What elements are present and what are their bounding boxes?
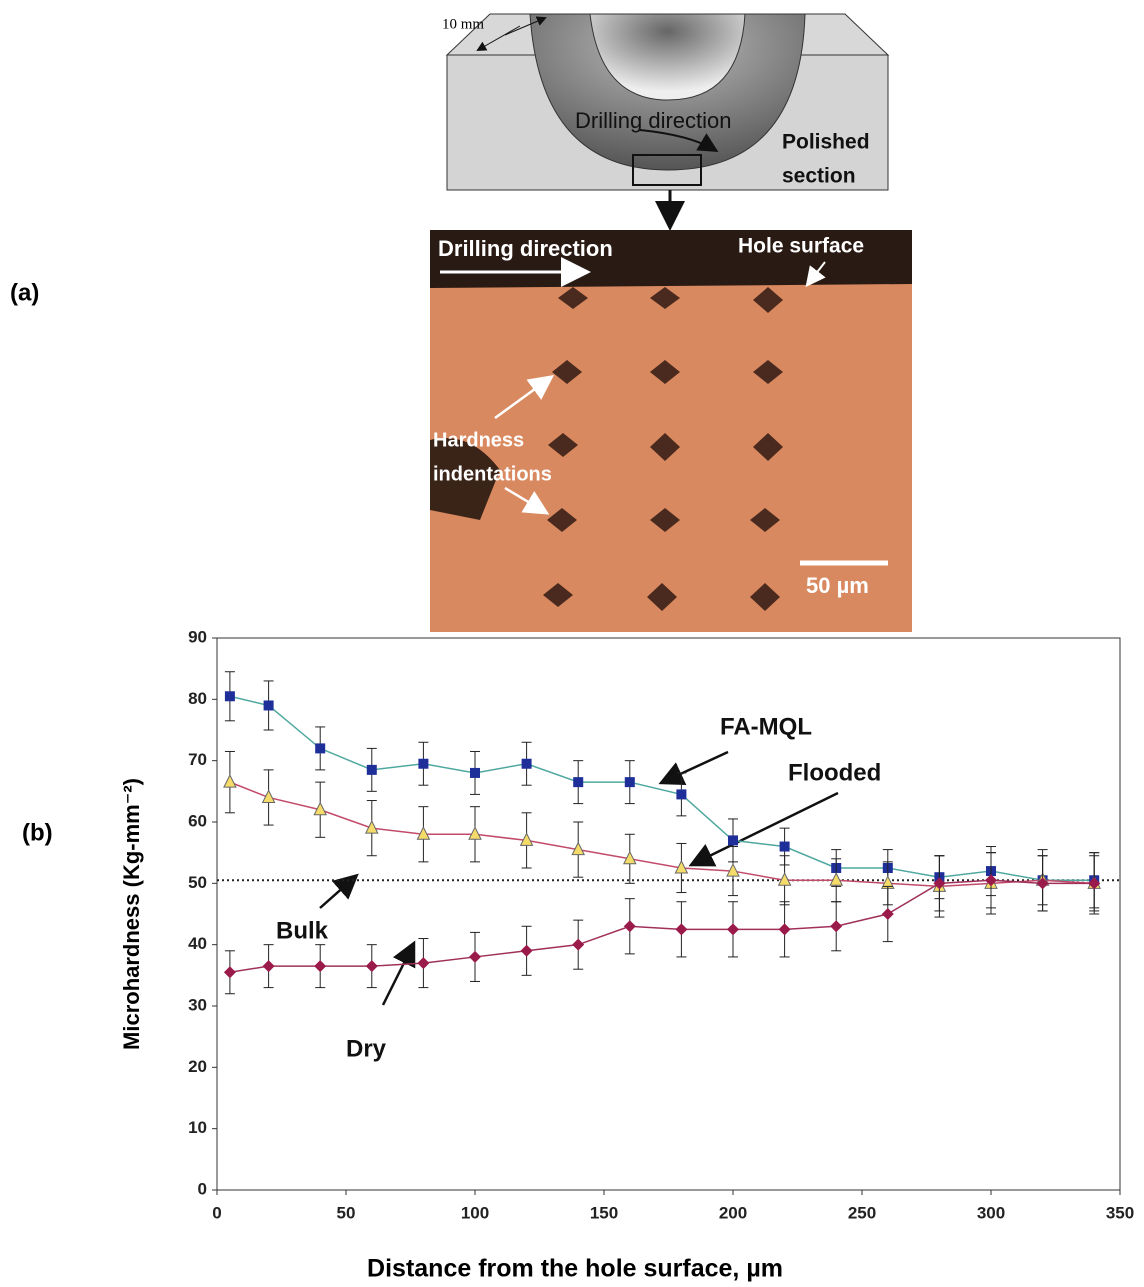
micro-label: Drilling direction bbox=[438, 236, 613, 261]
marker bbox=[313, 801, 328, 816]
plot-frame bbox=[216, 637, 1121, 1191]
y-tick-label: 60 bbox=[188, 811, 207, 830]
x-tick-label: 250 bbox=[848, 1203, 876, 1222]
marker bbox=[676, 789, 687, 800]
series-line bbox=[229, 695, 1095, 882]
marker bbox=[726, 862, 740, 877]
marker bbox=[224, 691, 235, 702]
x-tick-label: 100 bbox=[461, 1203, 489, 1222]
marker bbox=[263, 700, 274, 711]
marker bbox=[366, 764, 377, 775]
marker bbox=[830, 920, 843, 933]
marker bbox=[623, 920, 636, 933]
scale-label: 50 µm bbox=[806, 573, 869, 598]
y-tick-label: 0 bbox=[198, 1179, 207, 1198]
marker bbox=[573, 777, 584, 788]
marker bbox=[933, 877, 946, 890]
marker bbox=[985, 874, 997, 887]
y-tick-label: 70 bbox=[188, 750, 207, 769]
micro-label: Hole surface bbox=[738, 235, 864, 258]
drilling-label: Drilling direction bbox=[575, 108, 732, 133]
marker bbox=[829, 872, 844, 886]
x-tick-label: 200 bbox=[719, 1203, 747, 1222]
panel-label: (b) bbox=[22, 819, 53, 846]
marker bbox=[365, 960, 378, 973]
x-tick-label: 300 bbox=[977, 1203, 1005, 1222]
annotation: FA-MQL bbox=[720, 713, 812, 740]
panel-label: (a) bbox=[10, 279, 39, 306]
dimension-label: 10 mm bbox=[442, 16, 484, 32]
y-axis-label: Microhardness (Kg-mm⁻²) bbox=[119, 778, 144, 1050]
x-tick-label: 150 bbox=[590, 1203, 618, 1222]
marker bbox=[728, 835, 738, 846]
y-tick-label: 80 bbox=[188, 689, 207, 708]
marker bbox=[622, 850, 637, 865]
micro-label: Hardness bbox=[433, 429, 524, 451]
annotation: Flooded bbox=[788, 759, 881, 786]
marker bbox=[223, 966, 236, 979]
marker bbox=[469, 950, 481, 963]
y-tick-label: 20 bbox=[188, 1057, 207, 1076]
marker bbox=[572, 938, 585, 951]
marker bbox=[521, 758, 532, 769]
annotation: Dry bbox=[346, 1035, 387, 1062]
y-tick-label: 50 bbox=[188, 873, 207, 892]
y-tick-label: 10 bbox=[188, 1118, 207, 1137]
marker bbox=[520, 944, 533, 957]
y-tick-label: 40 bbox=[188, 934, 207, 953]
marker bbox=[223, 774, 237, 788]
marker bbox=[727, 923, 739, 936]
marker bbox=[519, 832, 534, 846]
micro-label: indentations bbox=[433, 463, 552, 485]
marker bbox=[314, 960, 327, 973]
marker bbox=[1036, 877, 1049, 890]
marker bbox=[624, 777, 635, 788]
marker bbox=[315, 743, 326, 754]
series-line bbox=[229, 879, 1095, 974]
marker bbox=[470, 767, 480, 778]
y-tick-label: 30 bbox=[188, 995, 207, 1014]
x-axis-label: Distance from the hole surface, µm bbox=[367, 1255, 783, 1283]
y-tick-label: 90 bbox=[188, 627, 207, 646]
x-tick-label: 350 bbox=[1106, 1203, 1134, 1222]
marker bbox=[881, 908, 894, 920]
marker bbox=[364, 820, 379, 834]
marker bbox=[1088, 877, 1101, 890]
polished-label: section bbox=[782, 165, 856, 188]
marker bbox=[468, 826, 482, 840]
micrograph: Drilling direction Hole surface Hardness… bbox=[430, 230, 912, 632]
marker bbox=[571, 841, 586, 856]
x-tick-label: 50 bbox=[337, 1203, 356, 1222]
annotation: Bulk bbox=[276, 917, 329, 944]
marker bbox=[674, 859, 689, 874]
polished-label: Polished bbox=[782, 131, 870, 154]
marker bbox=[418, 758, 429, 769]
marker bbox=[779, 841, 790, 852]
marker bbox=[675, 923, 688, 936]
series-line bbox=[229, 781, 1095, 888]
marker bbox=[778, 923, 791, 936]
marker bbox=[777, 872, 792, 886]
marker bbox=[417, 957, 430, 970]
marker bbox=[262, 960, 275, 973]
x-tick-label: 0 bbox=[212, 1203, 221, 1222]
marker bbox=[261, 789, 276, 803]
schematic: 10 mm Drilling direction Polished sectio… bbox=[442, 13, 890, 231]
marker bbox=[416, 826, 431, 840]
